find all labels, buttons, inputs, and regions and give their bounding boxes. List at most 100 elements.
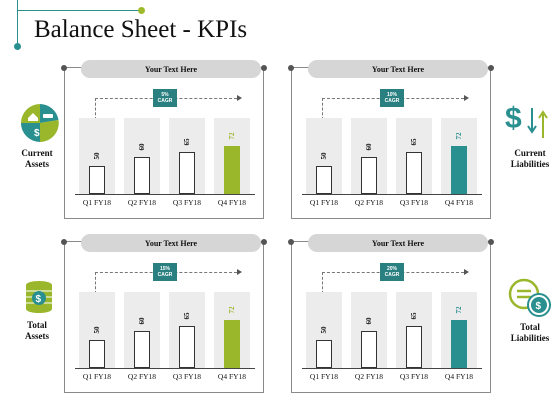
header-dot-left: [61, 239, 67, 245]
bar-value-label: 72: [228, 306, 236, 314]
bar-q3-fy18: [406, 152, 422, 194]
panel-header: Your Text Here: [308, 60, 488, 78]
bar-value-label: 65: [410, 312, 418, 320]
bar-q1-fy18: [89, 340, 105, 368]
bar-value-label: 65: [183, 138, 191, 146]
current-assets-label: Current Assets: [21, 148, 53, 169]
panel-header: Your Text Here: [81, 234, 261, 252]
bar-q2-fy18: [134, 331, 150, 368]
x-tick-label: Q2 FY18: [354, 372, 384, 381]
svg-text:$: $: [36, 294, 42, 305]
cagr-badge: 10% CAGR: [380, 89, 404, 107]
cagr-arrow-stem: [95, 98, 96, 120]
header-dot-right: [488, 65, 494, 71]
cagr-arrow-head: [464, 95, 469, 101]
x-tick-label: Q3 FY18: [399, 198, 429, 207]
cagr-value: 10%: [386, 92, 397, 98]
bar-q4-fy18: [224, 320, 240, 368]
x-tick-label: Q4 FY18: [444, 372, 474, 381]
x-tick-label: Q4 FY18: [444, 198, 474, 207]
header-dot-right: [261, 65, 267, 71]
page-title: Balance Sheet - KPIs: [34, 16, 248, 43]
bar-q4-fy18: [451, 146, 467, 194]
total-assets-label: Total Assets: [25, 320, 49, 341]
bar-q2-fy18: [361, 331, 377, 368]
cagr-text: CAGR: [384, 272, 400, 278]
svg-text:$: $: [505, 102, 522, 135]
cagr-arrow-stem: [95, 272, 96, 294]
cagr-badge: 15% CAGR: [153, 263, 177, 281]
bar-value-label: 50: [93, 326, 101, 334]
header-dot-left: [288, 65, 294, 71]
cagr-text: CAGR: [384, 98, 400, 104]
equals-dollar-coin-icon: $: [508, 278, 551, 317]
bar-q2-fy18: [361, 157, 377, 194]
kpi-panel-3: Your Text Here 15% CAGR 50 Q1 FY18 60 Q2 FY18 6…: [61, 234, 267, 393]
x-tick-label: Q4 FY18: [217, 372, 247, 381]
cagr-arrow-head: [237, 269, 242, 275]
bar-value-label: 72: [455, 306, 463, 314]
cagr-badge: 20% CAGR: [380, 263, 404, 281]
header-dot-right: [488, 239, 494, 245]
x-tick-label: Q2 FY18: [127, 372, 157, 381]
chart-baseline: [302, 194, 482, 195]
bar-value-label: 60: [138, 317, 146, 325]
coin-stack-icon: $: [26, 281, 52, 313]
cagr-value: 5%: [161, 92, 169, 98]
pie-home-car-money-icon: $: [21, 104, 59, 142]
decor-dot-teal: [14, 43, 21, 50]
cagr-text: CAGR: [157, 272, 173, 278]
x-tick-label: Q1 FY18: [309, 372, 339, 381]
kpi-panel-1: Your Text Here 5% CAGR 50 Q1 FY18 60 Q2 FY18 65…: [61, 60, 267, 219]
bar-value-label: 65: [410, 138, 418, 146]
chart-baseline: [302, 368, 482, 369]
x-tick-label: Q1 FY18: [82, 198, 112, 207]
x-tick-label: Q4 FY18: [217, 198, 247, 207]
svg-text:$: $: [34, 128, 40, 139]
x-tick-label: Q3 FY18: [399, 372, 429, 381]
bar-q4-fy18: [451, 320, 467, 368]
total-liabilities-label: Total Liabilities: [510, 322, 550, 343]
bar-q3-fy18: [179, 152, 195, 194]
decor-line-horizontal: [17, 10, 141, 11]
header-dot-left: [288, 239, 294, 245]
cagr-badge: 5% CAGR: [153, 89, 177, 107]
kpi-panel-4: Your Text Here 20% CAGR 50 Q1 FY18 60 Q2 FY18 6…: [288, 234, 494, 393]
x-tick-label: Q3 FY18: [172, 198, 202, 207]
bar-q4-fy18: [224, 146, 240, 194]
bar-value-label: 72: [455, 132, 463, 140]
bar-q2-fy18: [134, 157, 150, 194]
bar-value-label: 72: [228, 132, 236, 140]
header-dot-right: [261, 239, 267, 245]
svg-text:$: $: [536, 301, 542, 312]
bar-q3-fy18: [179, 326, 195, 368]
decor-line-vertical: [17, 0, 18, 46]
panel-header: Your Text Here: [81, 60, 261, 78]
bar-value-label: 65: [183, 312, 191, 320]
bar-value-label: 50: [93, 152, 101, 160]
bar-q1-fy18: [89, 166, 105, 194]
current-liabilities-label: Current Liabilities: [510, 148, 550, 169]
x-tick-label: Q3 FY18: [172, 372, 202, 381]
cagr-arrow-stem: [322, 272, 323, 294]
bar-value-label: 60: [138, 143, 146, 151]
bar-q1-fy18: [316, 340, 332, 368]
cagr-arrow-stem: [322, 98, 323, 120]
cagr-arrow-head: [464, 269, 469, 275]
bar-value-label: 60: [365, 143, 373, 151]
x-tick-label: Q2 FY18: [354, 198, 384, 207]
bar-value-label: 50: [320, 326, 328, 334]
panel-header: Your Text Here: [308, 234, 488, 252]
x-tick-label: Q1 FY18: [309, 198, 339, 207]
decor-dot-green: [138, 7, 145, 14]
chart-baseline: [75, 368, 255, 369]
cagr-arrow-head: [237, 95, 242, 101]
x-tick-label: Q2 FY18: [127, 198, 157, 207]
chart-baseline: [75, 194, 255, 195]
bar-value-label: 50: [320, 152, 328, 160]
dollar-arrows-icon: $: [505, 102, 548, 138]
cagr-value: 20%: [386, 266, 397, 272]
kpi-panel-2: Your Text Here 10% CAGR 50 Q1 FY18 60 Q2 FY18 6…: [288, 60, 494, 219]
x-tick-label: Q1 FY18: [82, 372, 112, 381]
cagr-text: CAGR: [157, 98, 173, 104]
